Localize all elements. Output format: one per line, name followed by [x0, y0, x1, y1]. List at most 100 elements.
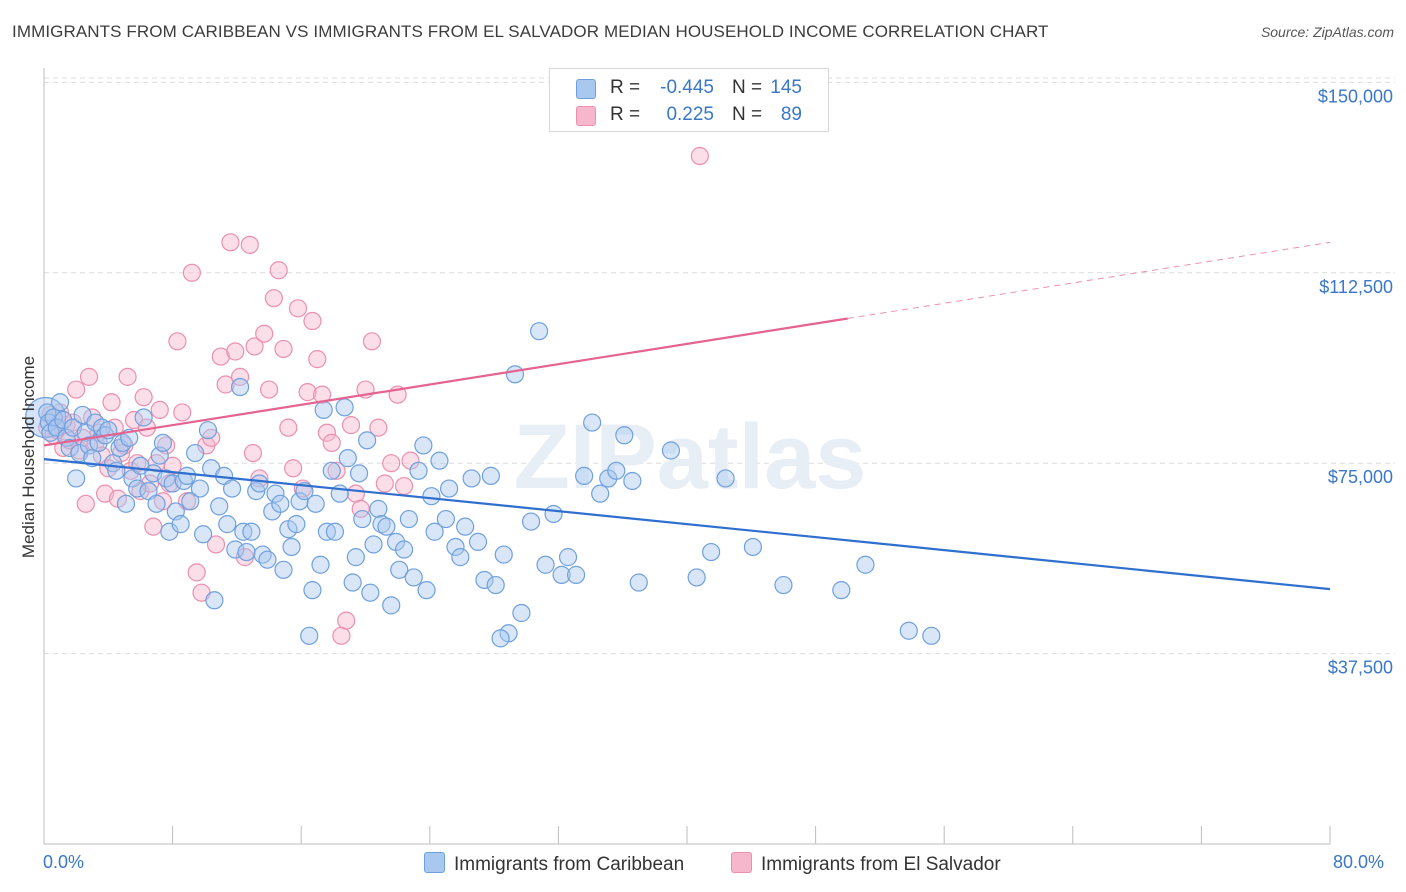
y-tick-labels: $37,500 $75,000 $112,500 $150,000: [1318, 86, 1393, 677]
caribbean-point: [583, 413, 602, 432]
caribbean-point: [422, 487, 441, 506]
el-salvador-point: [274, 339, 293, 359]
caribbean-point: [231, 377, 250, 397]
caribbean-point: [451, 548, 470, 567]
caribbean-point: [311, 555, 330, 574]
caribbean-point: [205, 591, 224, 610]
el-salvador-point: [298, 383, 317, 402]
el-salvador-trendline: [43, 317, 848, 447]
caribbean-point: [287, 515, 306, 534]
series-swatch-el-salvador: [731, 852, 752, 873]
correlation-legend: R = -0.445 N = 145 R = 0.225 N = 89: [549, 68, 829, 132]
caribbean-point: [303, 581, 322, 600]
series-legend-caribbean[interactable]: Immigrants from Caribbean: [424, 852, 684, 876]
el-salvador-point: [206, 535, 226, 554]
x-tick-label-min: 0.0%: [43, 852, 85, 872]
caribbean-point: [409, 461, 428, 480]
series-legend-el-salvador[interactable]: Immigrants from El Salvador: [731, 852, 1001, 876]
caribbean-point: [462, 469, 481, 488]
caribbean-point: [266, 484, 285, 503]
y-tick-label: $112,500: [1319, 277, 1393, 297]
caribbean-point: [414, 436, 433, 455]
caribbean-point: [274, 560, 293, 579]
caribbean-point: [361, 583, 380, 602]
caribbean-point: [399, 509, 419, 529]
el-salvador-point: [67, 380, 86, 399]
caribbean-point: [335, 398, 354, 417]
el-salvador-point: [211, 347, 230, 366]
el-salvador-point: [255, 324, 274, 343]
el-salvador-point: [327, 461, 346, 480]
caribbean-point: [171, 515, 190, 534]
caribbean-point: [54, 410, 73, 430]
watermark: ZIPatlas: [514, 406, 867, 508]
el-salvador-point: [259, 380, 279, 399]
el-salvador-point: [76, 494, 95, 513]
series-legend: Immigrants from Caribbean Immigrants fro…: [0, 852, 1406, 878]
el-salvador-point: [288, 299, 308, 318]
el-salvador-point: [240, 235, 259, 254]
caribbean-point: [190, 479, 210, 498]
trendlines: [43, 241, 1331, 591]
el-salvador-point: [337, 611, 356, 630]
el-salvador-point: [303, 311, 322, 331]
caribbean-point: [134, 408, 153, 427]
caribbean-point: [377, 517, 396, 536]
legend-r-label: R =: [610, 104, 641, 125]
caribbean-point: [661, 441, 681, 460]
el-salvador-point: [157, 436, 176, 455]
caribbean-point: [394, 540, 414, 559]
caribbean-point: [404, 568, 423, 587]
x-tick-label-max: 80.0%: [1333, 852, 1385, 872]
el-salvador-point: [118, 367, 137, 386]
caribbean-point: [530, 322, 549, 341]
caribbean-point: [226, 540, 245, 559]
el-salvador-point: [144, 517, 163, 536]
el-salvador-point: [375, 474, 394, 493]
caribbean-point: [687, 568, 706, 587]
caribbean-point: [922, 626, 941, 645]
chart-title: IMMIGRANTS FROM CARIBBEAN VS IMMIGRANTS …: [12, 22, 1049, 41]
caribbean-point: [60, 438, 79, 458]
caribbean-point: [372, 515, 391, 534]
el-salvador-point: [382, 454, 401, 473]
caribbean-point: [218, 515, 237, 534]
caribbean-point: [353, 509, 372, 529]
el-salvador-point: [231, 367, 250, 386]
el-salvador-point: [168, 332, 187, 351]
caribbean-point: [282, 537, 301, 557]
caribbean-point: [702, 542, 721, 562]
el-salvador-point: [264, 289, 283, 308]
y-tick-label: $37,500: [1328, 658, 1393, 678]
axes: [43, 68, 1331, 845]
caribbean-point: [382, 596, 401, 615]
caribbean-point: [349, 464, 369, 483]
caribbean-point: [558, 548, 578, 567]
legend-n-value: 89: [780, 104, 802, 125]
legend-swatch-caribbean: [576, 79, 596, 99]
legend-n-label: N =: [732, 77, 763, 98]
caribbean-point: [456, 517, 475, 536]
caribbean-point: [242, 522, 261, 541]
series-name-el-salvador: Immigrants from El Salvador: [761, 854, 1001, 875]
el-salvador-point: [312, 385, 332, 404]
caribbean-point: [250, 474, 269, 493]
legend-r-value: 0.225: [666, 104, 714, 125]
caribbean-point: [89, 433, 108, 452]
caribbean-point: [486, 575, 505, 595]
caribbean-point: [322, 461, 341, 480]
caribbean-point: [481, 466, 500, 485]
el-salvador-point: [346, 484, 365, 503]
el-salvador-point: [332, 626, 351, 645]
el-salvador-trendline-extension: [847, 241, 1331, 319]
caribbean-point: [899, 621, 918, 640]
el-salvador-point: [322, 433, 341, 452]
caribbean-point: [494, 545, 513, 564]
caribbean-point: [314, 400, 333, 419]
el-salvador-point: [308, 350, 327, 369]
caribbean-point: [417, 581, 436, 600]
caribbean-point: [186, 443, 205, 463]
el-salvador-point: [134, 388, 153, 407]
caribbean-point: [194, 525, 213, 544]
